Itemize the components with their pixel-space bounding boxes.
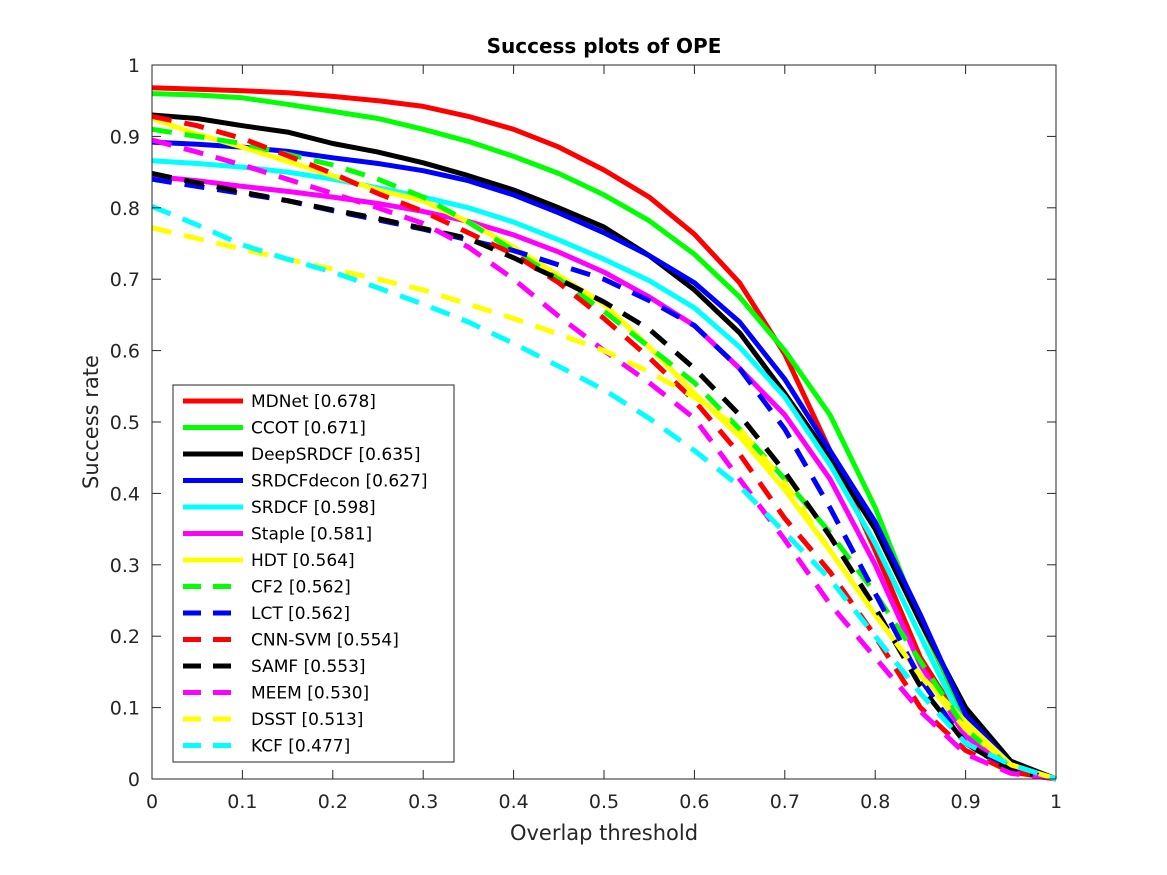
- y-tick-label: 0.3: [110, 555, 140, 577]
- legend: MDNet [0.678] CCOT [0.671] DeepSRDCF [0.63…: [172, 384, 455, 763]
- series-line-8: [151, 176, 1057, 782]
- x-tick-label: 0.8: [860, 791, 890, 813]
- legend-box: [172, 384, 455, 763]
- legend-label-9: CNN-SVM [0.554]: [251, 631, 399, 651]
- x-tick-label: 0.9: [950, 791, 980, 813]
- x-tick-label: 0.5: [589, 791, 619, 813]
- chart-title: Success plots of OPE: [487, 34, 722, 58]
- legend-label-10: SAMF [0.553]: [251, 657, 366, 677]
- x-tick-label: 1: [1050, 791, 1062, 813]
- x-tick-label: 0.6: [679, 791, 709, 813]
- legend-label-8: LCT [0.562]: [251, 604, 350, 624]
- x-tick-label: 0.4: [498, 791, 528, 813]
- legend-label-2: DeepSRDCF [0.635]: [251, 445, 420, 465]
- legend-entries: MDNet [0.678] CCOT [0.671] DeepSRDCF [0.63…: [183, 392, 427, 757]
- y-tick-label: 0.5: [110, 412, 140, 434]
- series-line-2: [151, 112, 1057, 782]
- y-tick-label: 0: [128, 769, 140, 791]
- y-tick-label: 0.2: [110, 626, 140, 648]
- series-line-4: [151, 158, 1057, 782]
- legend-label-6: HDT [0.564]: [251, 551, 355, 571]
- legend-label-5: Staple [0.581]: [251, 525, 372, 545]
- y-tick-label: 0.1: [110, 698, 140, 720]
- legend-label-3: SRDCFdecon [0.627]: [251, 472, 427, 492]
- x-tick-label: 0.7: [770, 791, 800, 813]
- legend-label-1: CCOT [0.671]: [251, 419, 366, 439]
- series-line-13: [151, 204, 1057, 782]
- legend-label-13: KCF [0.477]: [251, 737, 350, 757]
- x-tick-label: 0.1: [227, 791, 257, 813]
- y-axis-label: Success rate: [79, 355, 103, 489]
- x-axis-label: Overlap threshold: [510, 821, 698, 845]
- y-tick-label: 0.4: [110, 483, 140, 505]
- series-line-9: [151, 113, 1057, 782]
- y-tick-label: 0.7: [110, 269, 140, 291]
- y-tick-label: 0.6: [110, 341, 140, 363]
- series-line-10: [151, 171, 1057, 782]
- x-tick-label: 0.3: [408, 791, 438, 813]
- axis-layer: 0 0.1 0.2 0.3 0.4 0.5 0.6 0.7 0.8 0.9 1 0 0.1 0.2 0.3 0…: [110, 55, 1062, 813]
- series-line-7: [151, 126, 1057, 782]
- legend-label-4: SRDCF [0.598]: [251, 498, 376, 518]
- y-tick-label: 0.9: [110, 126, 140, 148]
- legend-label-12: DSST [0.513]: [251, 710, 363, 730]
- series-line-3: [151, 139, 1057, 782]
- legend-label-0: MDNet [0.678]: [251, 392, 376, 412]
- x-tick-label: 0.2: [318, 791, 348, 813]
- series-line-12: [151, 225, 1057, 782]
- y-tick-label: 0.8: [110, 198, 140, 220]
- y-tick-label: 1: [128, 55, 140, 77]
- legend-label-7: CF2 [0.562]: [251, 578, 351, 598]
- series-line-5: [151, 173, 1057, 782]
- series-line-0: [151, 85, 1057, 782]
- series-layer: [151, 85, 1057, 782]
- x-tick-label: 0: [146, 791, 158, 813]
- legend-label-11: MEEM [0.530]: [251, 684, 369, 704]
